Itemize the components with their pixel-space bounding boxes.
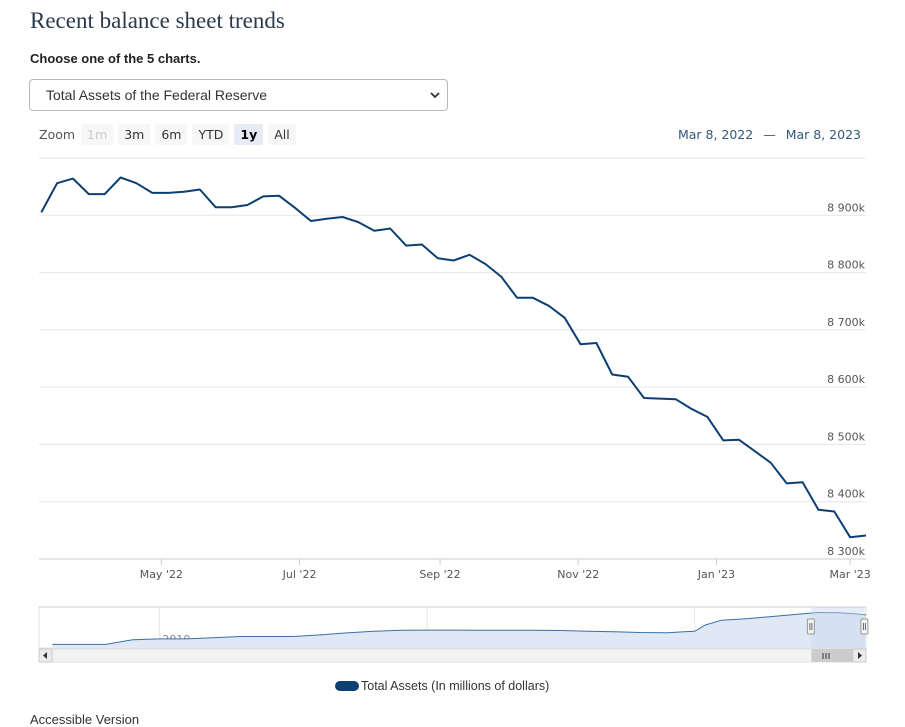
y-tick-label: 8 800k (827, 259, 865, 272)
chart-choice-label: Choose one of the 5 charts. (30, 51, 201, 66)
series-line-total-assets[interactable] (40, 176, 867, 539)
scrollbar-track[interactable] (38, 648, 867, 663)
grid-lines (39, 157, 866, 560)
zoom-button-6m[interactable]: 6m (155, 124, 188, 145)
y-tick-label: 8 900k (827, 201, 865, 214)
legend[interactable]: Total Assets (In millions of dollars) (335, 679, 549, 693)
page-title: Recent balance sheet trends (30, 8, 285, 33)
range-to-date[interactable]: Mar 8, 2023 (785, 127, 861, 142)
y-tick-label: 8 300k (827, 545, 865, 558)
y-axis-ticks: 8 300k 8 400k 8 500k 8 600k 8 700k 8 800k 8 90… (827, 201, 865, 558)
navigator: 201020152020 (38, 606, 869, 663)
chart-select-value: Total Assets of the Federal Reserve (46, 87, 267, 103)
range-from-date[interactable]: Mar 8, 2022 (677, 127, 754, 142)
x-tick-label: Sep '22 (419, 568, 460, 581)
zoom-controls: Zoom 1m 3m 6m YTD 1y All (39, 124, 301, 145)
zoom-label: Zoom (39, 127, 76, 142)
zoom-button-1m[interactable]: 1m (81, 124, 114, 145)
range-separator: — (763, 127, 776, 142)
accessible-version-link[interactable]: Accessible Version (30, 712, 140, 727)
legend-label: Total Assets (In millions of dollars) (361, 679, 550, 693)
arrow-right-icon (858, 652, 862, 659)
legend-swatch (335, 681, 359, 691)
series-layer (40, 176, 867, 539)
chevron-down-icon (430, 92, 440, 99)
zoom-button-3m[interactable]: 3m (118, 124, 151, 145)
navigator-selection[interactable] (811, 607, 865, 648)
navigator-line (52, 611, 867, 645)
date-range: Mar 8, 2022 — Mar 8, 2023 (678, 127, 861, 142)
zoom-button-ytd[interactable]: YTD (192, 124, 230, 145)
arrow-left-icon (43, 652, 47, 659)
x-tick-label: Mar '23 (829, 568, 870, 581)
zoom-button-1y[interactable]: 1y (234, 124, 264, 145)
y-tick-label: 8 700k (827, 316, 865, 329)
x-tick-label: May '22 (140, 568, 183, 581)
y-tick-label: 8 600k (827, 373, 865, 386)
x-tick-label: Jan '23 (697, 568, 735, 581)
y-tick-label: 8 400k (827, 488, 865, 501)
navigator-left-handle[interactable] (806, 618, 815, 635)
x-tick-label: Jul '22 (282, 568, 317, 581)
scrollbar-thumb[interactable] (811, 649, 863, 662)
y-tick-label: 8 500k (827, 430, 865, 443)
zoom-button-all[interactable]: All (268, 124, 296, 145)
x-axis-ticks: May '22 Jul '22 Sep '22 Nov '22 Jan '23 Mar '… (140, 559, 871, 581)
chart-select-dropdown[interactable]: Total Assets of the Federal Reserve (29, 79, 448, 111)
navigator-right-handle[interactable] (860, 618, 869, 635)
x-tick-label: Nov '22 (557, 568, 599, 581)
